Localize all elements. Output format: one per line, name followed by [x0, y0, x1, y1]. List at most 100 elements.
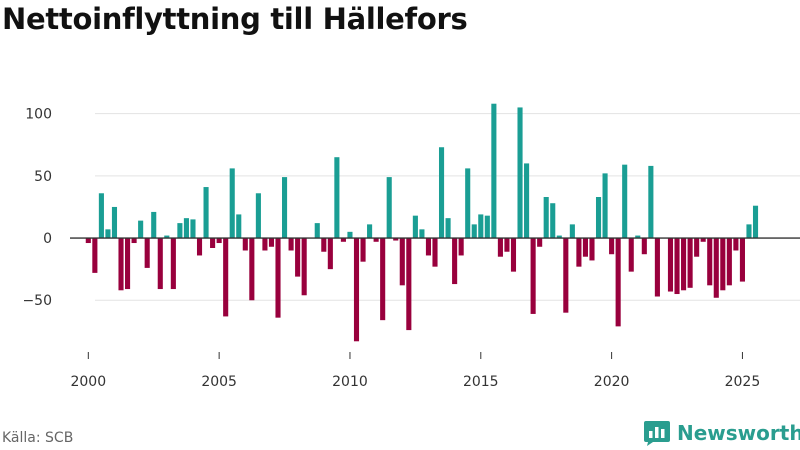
bar: [530, 238, 536, 314]
bar: [432, 238, 438, 267]
bar: [380, 238, 386, 321]
bar: [563, 238, 569, 313]
bar: [144, 238, 150, 268]
bar: [177, 223, 183, 239]
bar: [170, 238, 176, 290]
bar: [648, 165, 654, 239]
bar: [674, 238, 680, 295]
y-axis: 100 50 0 −50: [22, 107, 52, 310]
bar: [471, 224, 477, 239]
newsworthy-logo-icon: [644, 421, 670, 446]
bar: [360, 238, 366, 262]
y-tick-label: 0: [43, 231, 52, 247]
source-note: Källa: SCB: [2, 430, 74, 446]
bar: [589, 238, 595, 261]
y-tick-label: 100: [25, 107, 52, 123]
x-tick-label: 2005: [201, 374, 237, 390]
bar: [615, 238, 621, 327]
chart-title: Nettoinflyttning till Hällefors: [2, 2, 468, 36]
bar: [353, 238, 360, 342]
bar: [543, 197, 549, 239]
bar: [321, 238, 327, 252]
bar: [249, 238, 255, 301]
bar: [595, 197, 602, 239]
bar: [582, 238, 588, 257]
bar: [118, 238, 124, 291]
x-axis: 2000 2005 2010 2015 2020 2025: [70, 352, 760, 390]
bar: [700, 238, 706, 242]
bar: [458, 238, 464, 256]
bar: [210, 238, 216, 248]
bar: [720, 238, 726, 291]
bar: [282, 177, 288, 239]
bar: [196, 238, 203, 256]
bar: [406, 238, 412, 331]
bar: [465, 168, 471, 239]
bar: [707, 238, 713, 286]
bar: [667, 238, 674, 292]
bar: [373, 238, 379, 242]
bar: [445, 218, 451, 239]
bar: [726, 238, 732, 286]
bars: [85, 103, 759, 342]
bar: [733, 238, 739, 251]
bar: [183, 218, 189, 239]
x-tick-label: 2000: [70, 374, 106, 390]
bar: [98, 193, 104, 239]
bar: [347, 231, 353, 239]
bar: [268, 238, 275, 247]
bar: [216, 238, 222, 244]
x-tick-label: 2015: [463, 374, 499, 390]
bar: [576, 238, 582, 267]
bar: [92, 238, 98, 273]
y-tick-label: −50: [22, 293, 52, 309]
bar: [111, 206, 118, 239]
bar: [556, 235, 562, 239]
grid-lines: [95, 113, 800, 301]
bar: [641, 238, 647, 255]
bar: [438, 147, 445, 239]
bar: [504, 238, 510, 252]
bar: [491, 103, 497, 239]
bar: [746, 224, 752, 239]
bar: [497, 238, 503, 257]
x-tick-label: 2010: [332, 374, 368, 390]
bar: [752, 205, 759, 239]
bar: [452, 238, 458, 285]
bar: [687, 238, 693, 288]
bar: [419, 229, 425, 239]
bar: [314, 223, 320, 239]
bar: [229, 168, 235, 239]
bar: [151, 211, 157, 239]
bar: [203, 187, 209, 239]
bar: [223, 238, 229, 317]
brand-logo[interactable]: Newsworthy: [643, 419, 800, 447]
bar: [537, 238, 543, 247]
bar: [236, 214, 242, 239]
bar: [510, 238, 517, 272]
bar: [131, 238, 137, 244]
y-tick-label: 50: [34, 169, 52, 185]
bar-chart: 2000 2005 2010 2015 2020 2025 100 50 0 −50: [22, 103, 800, 390]
bar: [681, 238, 687, 291]
bar: [255, 193, 261, 239]
bar: [550, 203, 556, 239]
bar: [694, 238, 700, 257]
bar: [334, 157, 340, 239]
bar: [622, 164, 628, 239]
bar: [295, 238, 301, 277]
bar: [105, 229, 111, 239]
bar: [517, 107, 523, 239]
bar: [393, 238, 399, 241]
bar: [628, 238, 634, 272]
bar: [524, 163, 530, 239]
bar: [125, 238, 131, 290]
x-tick-label: 2020: [594, 374, 630, 390]
bar: [164, 235, 170, 239]
x-tick-label: 2025: [725, 374, 761, 390]
bar: [275, 238, 281, 318]
bar: [386, 177, 392, 239]
bar: [288, 238, 294, 251]
bar: [412, 215, 418, 239]
bar: [569, 224, 575, 239]
